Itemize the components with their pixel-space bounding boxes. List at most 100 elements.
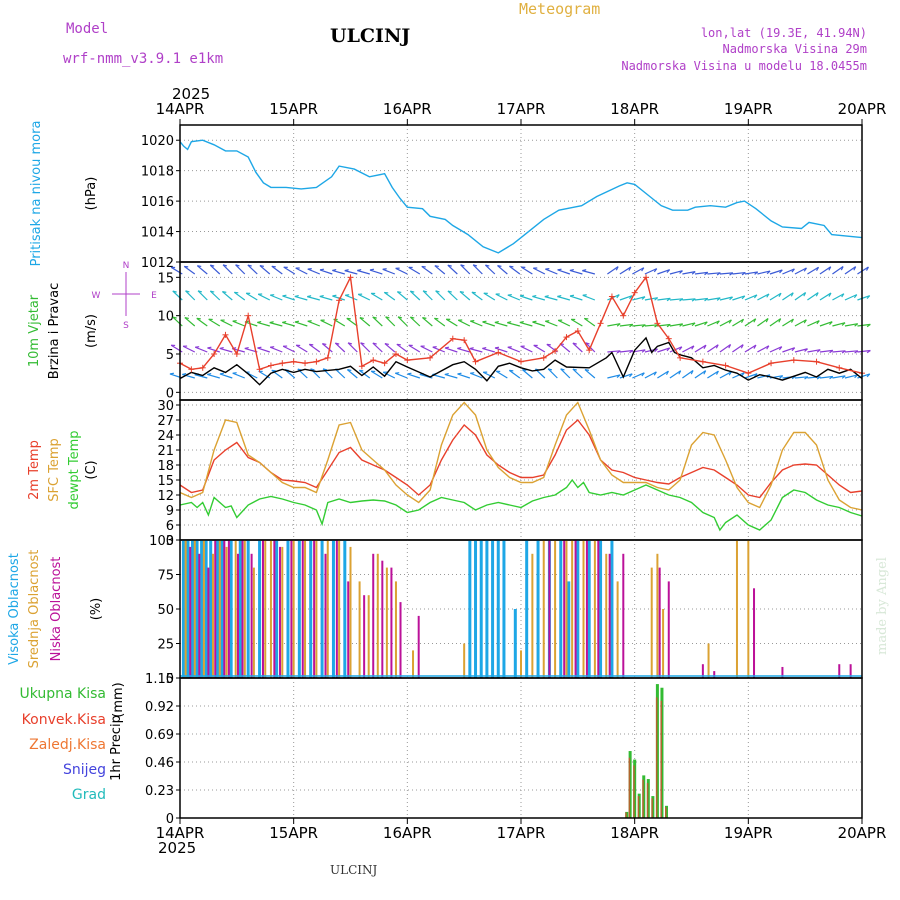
wind-arrow-head xyxy=(654,297,659,301)
wind-arrow-head xyxy=(616,350,621,354)
wind-arrow xyxy=(282,345,296,353)
wind-arrow-head xyxy=(259,264,264,267)
bar-clouds xyxy=(264,540,267,678)
bar-clouds xyxy=(193,540,196,678)
precip-legend-item: Ukupna Kisa xyxy=(19,686,106,702)
wind-arrow-head xyxy=(271,265,276,268)
wind-arrow-head xyxy=(741,372,745,377)
wind-arrow xyxy=(395,372,408,379)
wind-arrow xyxy=(185,290,196,301)
wind-arrow-head xyxy=(359,369,364,372)
wind-arrow-head xyxy=(257,320,262,324)
wind-arrow-head xyxy=(678,370,682,375)
wind-arrow xyxy=(757,293,770,301)
wind-arrow xyxy=(807,292,819,301)
wind-arrow xyxy=(233,291,246,301)
wind-arrow-head xyxy=(235,264,240,267)
y-tick-label: 100 xyxy=(149,534,174,549)
bar-clouds xyxy=(358,581,361,678)
precip-legend-item: Snijeg xyxy=(63,762,106,778)
wind-arrow xyxy=(269,322,283,327)
wind-arrow xyxy=(707,272,721,275)
wind-arrow xyxy=(807,320,820,327)
x-date-label-bottom: 14APR xyxy=(156,824,205,842)
wind-arrow-head xyxy=(829,321,833,326)
bar-clouds xyxy=(650,567,653,678)
wind-arrow xyxy=(194,346,208,353)
wind-arrow xyxy=(422,317,433,327)
wind-arrow xyxy=(682,370,694,379)
wind-arrow xyxy=(607,374,621,379)
wind-arrow-head xyxy=(740,318,745,323)
wind-arrow xyxy=(794,267,807,275)
wind-arrow xyxy=(470,372,483,379)
wind-arrow xyxy=(844,350,858,353)
wind-arrow xyxy=(669,370,682,379)
wind-arrow xyxy=(382,371,396,379)
wind-arrow-head xyxy=(369,268,374,271)
bar-clouds xyxy=(474,540,478,678)
y-tick-label: 25 xyxy=(157,638,174,653)
wind-arrow-head xyxy=(828,292,832,297)
wind-arrow xyxy=(619,266,632,275)
wind-arrow-head xyxy=(616,323,621,327)
wind-arrow xyxy=(619,295,633,301)
bar-precip-conv xyxy=(628,757,631,818)
series-line-dewpt-temp xyxy=(179,478,863,532)
year-bottom: 2025 xyxy=(158,839,196,857)
wind-arrow-head xyxy=(691,345,695,350)
wind-arrow xyxy=(819,349,833,353)
wind-arrow xyxy=(719,371,732,379)
wind-arrow xyxy=(694,344,707,353)
bar-clouds xyxy=(616,581,619,678)
compass-letter: W xyxy=(92,291,101,301)
wind-arrow-head xyxy=(344,269,349,272)
wind-arrow xyxy=(744,344,757,353)
wind-arrow xyxy=(447,290,458,301)
bar-clouds xyxy=(376,553,379,678)
series-line-2m-temp xyxy=(179,418,863,499)
wind-arrow-head xyxy=(509,369,514,372)
wind-arrow-head xyxy=(866,350,871,354)
bar-clouds xyxy=(753,588,756,678)
footer-station: ULCINJ xyxy=(330,863,378,877)
wind-arrow-head xyxy=(532,294,537,298)
wind-arrow xyxy=(307,320,321,327)
y-tick-label: 18 xyxy=(157,459,174,474)
wind-arrow-head xyxy=(666,347,671,352)
credit-text: made by Angel xyxy=(875,557,890,655)
wind-arrow-head xyxy=(560,368,565,371)
model-name: wrf-nmm_v3.9.1 e1km xyxy=(63,51,223,67)
wind-arrow xyxy=(794,348,808,353)
wind-arrow-head xyxy=(545,320,550,322)
wind-arrow-head xyxy=(779,269,783,274)
wind-arrow xyxy=(447,264,458,275)
y-tick-label: 27 xyxy=(157,414,174,429)
bar-clouds xyxy=(186,540,190,678)
wind-arrow-head xyxy=(569,294,575,297)
bar-clouds xyxy=(571,540,574,678)
wind-arrow-head xyxy=(444,372,449,376)
wind-arrow xyxy=(457,319,471,327)
bar-clouds xyxy=(520,650,522,678)
wind-arrow-head xyxy=(319,295,324,298)
wind-arrow xyxy=(819,266,832,275)
wind-arrow-head xyxy=(691,298,696,302)
wind-arrow-head xyxy=(816,266,820,272)
wind-arrow-head xyxy=(282,294,287,297)
wind-arrow-head xyxy=(654,348,658,353)
wind-arrow xyxy=(657,269,670,275)
wind-arrow-head xyxy=(716,297,721,301)
wind-arrow-head xyxy=(210,290,215,293)
wind-arrow-head xyxy=(704,321,708,326)
y-tick-label: 5 xyxy=(166,348,174,363)
axis-unit: (hPa) xyxy=(84,177,99,211)
bar-clouds xyxy=(191,540,195,678)
bar-clouds xyxy=(343,540,347,678)
bar-clouds xyxy=(412,650,415,678)
wind-arrow-head xyxy=(469,347,474,350)
wind-arrow-head xyxy=(765,318,769,323)
wind-arrow xyxy=(382,268,396,275)
wind-arrow xyxy=(732,271,746,275)
wind-arrow xyxy=(395,267,408,275)
